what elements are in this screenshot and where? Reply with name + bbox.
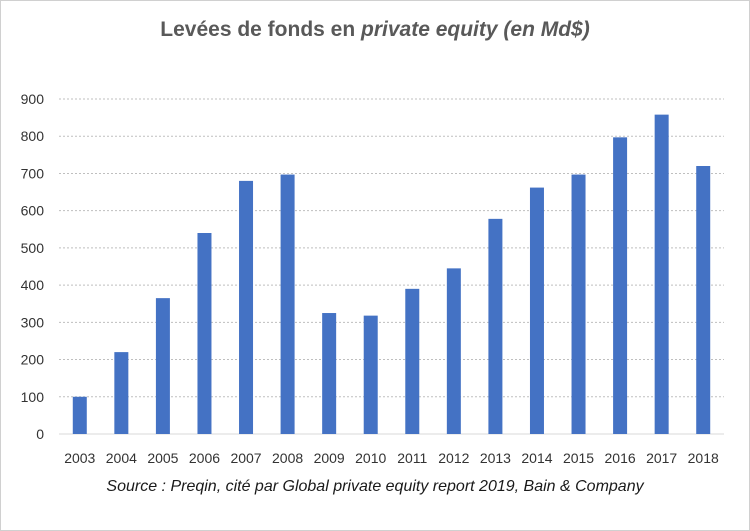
bar [114, 352, 129, 434]
bar [529, 187, 544, 434]
x-tick-label: 2010 [355, 450, 386, 466]
chart-title: Levées de fonds en private equity (en Md… [0, 18, 750, 42]
x-tick-label: 2006 [189, 450, 220, 466]
x-tick-label: 2011 [397, 450, 427, 466]
x-tick-label: 2013 [480, 450, 511, 466]
bar [72, 396, 87, 434]
x-tick-label: 2012 [438, 450, 469, 466]
y-tick-label: 200 [21, 352, 45, 368]
bar [571, 174, 586, 435]
bar [280, 174, 295, 435]
x-tick-label: 2005 [147, 450, 178, 466]
bar [654, 114, 669, 434]
x-tick-label: 2016 [605, 450, 636, 466]
x-tick-label: 2017 [646, 450, 677, 466]
bar [239, 180, 254, 434]
x-tick-label: 2009 [314, 450, 345, 466]
chart-title-italic: private equity (en Md$) [361, 18, 590, 41]
bar [322, 313, 337, 434]
bar [197, 233, 212, 434]
y-tick-label: 400 [21, 277, 45, 293]
bar [155, 298, 170, 434]
bar [405, 288, 420, 434]
x-tick-label: 2008 [272, 450, 303, 466]
x-tick-label: 2018 [688, 450, 719, 466]
y-tick-label: 600 [21, 203, 45, 219]
y-tick-label: 500 [21, 240, 45, 256]
x-tick-label: 2004 [106, 450, 137, 466]
y-tick-label: 800 [21, 128, 45, 144]
x-tick-label: 2015 [563, 450, 594, 466]
x-tick-label: 2003 [64, 450, 95, 466]
x-tick-label: 2014 [521, 450, 552, 466]
y-tick-label: 300 [21, 314, 45, 330]
bar [696, 166, 711, 434]
chart-title-main: Levées de fonds en [160, 18, 362, 41]
bar [446, 268, 461, 434]
chart-source: Source : Preqin, cité par Global private… [106, 478, 644, 495]
bar [488, 218, 503, 434]
bar [613, 137, 628, 435]
y-tick-label: 0 [36, 426, 44, 442]
bar [363, 315, 378, 434]
x-tick-label: 2007 [230, 450, 261, 466]
y-tick-label: 700 [21, 165, 45, 181]
y-tick-label: 900 [21, 91, 45, 107]
y-tick-label: 100 [21, 389, 45, 405]
